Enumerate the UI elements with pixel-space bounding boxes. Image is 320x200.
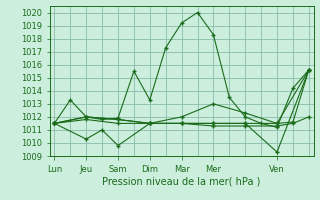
X-axis label: Pression niveau de la mer( hPa ): Pression niveau de la mer( hPa ) [102, 177, 261, 187]
